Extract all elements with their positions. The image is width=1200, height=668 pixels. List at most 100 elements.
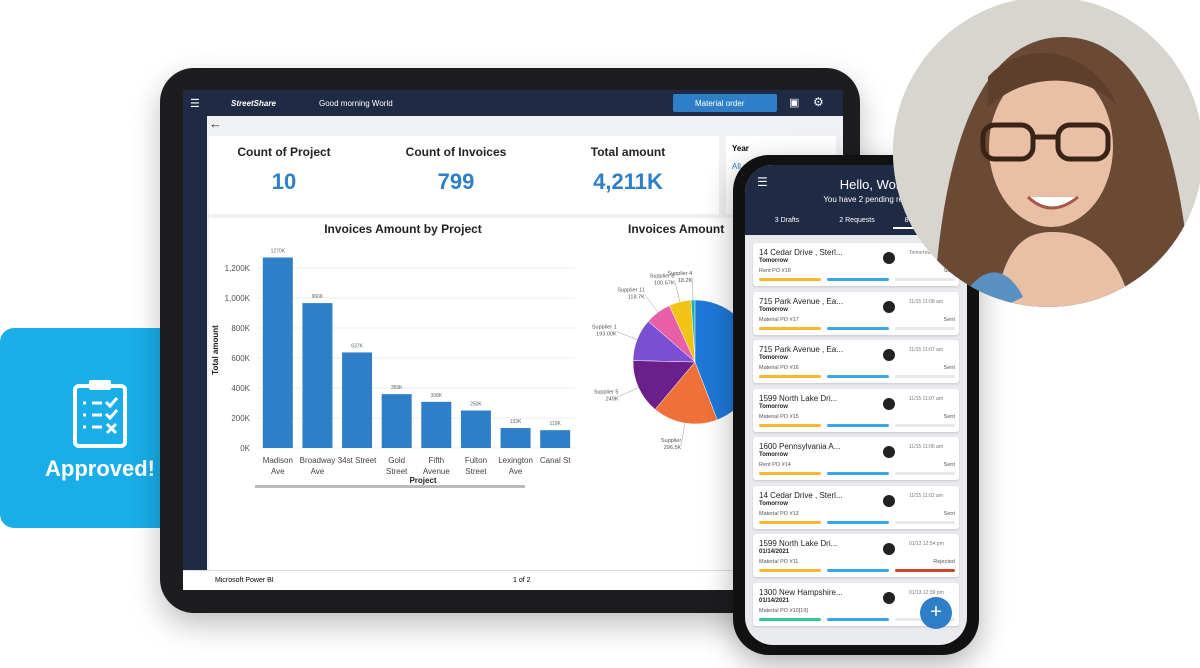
order-date: Tomorrow bbox=[759, 258, 788, 264]
order-card[interactable]: 715 Park Avenue , Ea... Tomorrow Material … bbox=[753, 291, 959, 335]
progress-bar bbox=[895, 278, 955, 281]
progress-bar bbox=[895, 375, 955, 378]
kpi-value: 799 bbox=[437, 169, 475, 194]
progress-bar bbox=[895, 326, 955, 330]
footer-app: Microsoft Power BI bbox=[215, 577, 274, 584]
badge-text: Approved! bbox=[45, 456, 155, 481]
order-address: 1599 North Lake Dri... bbox=[759, 393, 838, 403]
order-card[interactable]: 14 Cedar Drive , Sterl... Tomorrow Rent PO… bbox=[753, 243, 959, 286]
chat-icon bbox=[883, 543, 895, 555]
progress-bar bbox=[827, 472, 889, 475]
order-date: Tomorrow bbox=[759, 452, 788, 458]
order-po: Material PO #17 bbox=[759, 316, 799, 323]
tab[interactable]: 2 Requests bbox=[839, 217, 875, 224]
portrait bbox=[893, 0, 1200, 307]
progress-bar bbox=[827, 326, 889, 330]
chat-icon bbox=[883, 252, 895, 264]
brand: StreetShare bbox=[231, 99, 276, 108]
x-tick-label: Fifth Avenue bbox=[422, 456, 450, 476]
chat-icon bbox=[883, 494, 895, 507]
x-tick-label: Gold Street bbox=[386, 456, 408, 476]
order-status: Sent bbox=[943, 462, 955, 468]
order-address: 1600 Pennsylvania A... bbox=[759, 442, 841, 451]
progress-bar bbox=[827, 617, 889, 621]
kpi-card: Count of Invoices 799 bbox=[386, 145, 526, 195]
order-address: 715 Park Avenue , Ea... bbox=[759, 345, 843, 354]
person-photo bbox=[893, 0, 1200, 307]
pager[interactable]: 1 of 2 bbox=[513, 577, 531, 584]
x-tick-label: Canal St bbox=[539, 456, 571, 465]
order-time: 11/15 11:02 am bbox=[909, 492, 944, 499]
order-time: Tomorrow bbox=[909, 250, 931, 256]
tab[interactable]: 3 Drafts bbox=[774, 217, 800, 224]
order-address: 715 Park Avenue , Ea... bbox=[759, 296, 843, 306]
add-button[interactable]: + bbox=[920, 597, 952, 629]
order-address: 1599 North Lake Dri... bbox=[759, 539, 838, 548]
settings-icon[interactable]: ⚙ bbox=[813, 95, 824, 109]
side-nav bbox=[183, 116, 207, 590]
order-address: 14 Cedar Drive , Sterl... bbox=[759, 490, 843, 500]
chat-icon bbox=[883, 446, 895, 458]
progress-bar bbox=[759, 569, 821, 572]
order-address: 14 Cedar Drive , Sterl... bbox=[759, 248, 843, 257]
chat-icon bbox=[883, 591, 895, 604]
order-po: Material PO #16 bbox=[759, 365, 799, 371]
back-arrow[interactable]: ← bbox=[209, 116, 222, 131]
order-date: 01/14/2021 bbox=[759, 597, 790, 604]
order-card[interactable]: 715 Park Avenue , Ea... Tomorrow Material … bbox=[753, 340, 959, 383]
chat-icon bbox=[883, 300, 895, 313]
kpi-value: 10 bbox=[271, 169, 297, 194]
x-tick-label: Fulton Street bbox=[464, 456, 488, 476]
order-card[interactable]: 14 Cedar Drive , Sterl... Tomorrow Materia… bbox=[753, 485, 959, 529]
order-date: Tomorrow bbox=[759, 403, 788, 410]
order-po: Rent PO #18 bbox=[759, 268, 791, 274]
kpi-card: Count of Project 10 bbox=[214, 145, 354, 195]
order-date: Tomorrow bbox=[759, 500, 788, 507]
order-status: Sent bbox=[943, 510, 955, 517]
order-date: Tomorrow bbox=[759, 306, 788, 313]
order-po: Material PO #11 bbox=[759, 559, 799, 565]
org-icon[interactable]: ▣ bbox=[789, 97, 800, 109]
order-po: Rent PO #14 bbox=[759, 462, 791, 468]
order-card[interactable]: 1600 Pennsylvania A... Tomorrow Rent PO #1… bbox=[753, 437, 959, 480]
progress-bar bbox=[759, 423, 821, 427]
filter-label: Year bbox=[732, 144, 749, 153]
material-order-button[interactable]: Material order bbox=[673, 94, 777, 112]
order-status: Sent bbox=[943, 365, 955, 371]
kpi-label: Count of Project bbox=[237, 145, 331, 159]
kpi-label: Total amount bbox=[590, 145, 666, 159]
order-status: Rejected bbox=[933, 559, 955, 565]
order-card[interactable]: 1599 North Lake Dri... 01/14/2021 Material… bbox=[753, 534, 959, 577]
progress-bar bbox=[759, 520, 821, 524]
progress-bar bbox=[895, 520, 955, 524]
order-date: 01/14/2021 bbox=[759, 549, 790, 555]
x-tick-label: Broadway Ave bbox=[299, 456, 336, 476]
x-tick-label: Madison Ave bbox=[262, 456, 293, 476]
progress-bar bbox=[759, 472, 821, 475]
order-status: Sent bbox=[943, 413, 955, 420]
progress-bar bbox=[827, 423, 889, 427]
phone-subtitle: You have 2 pending requests bbox=[823, 195, 927, 204]
menu-icon[interactable]: ☰ bbox=[190, 98, 200, 110]
filter-value: All bbox=[732, 162, 741, 171]
menu-icon[interactable]: ☰ bbox=[757, 175, 768, 189]
chat-icon bbox=[883, 349, 895, 361]
progress-bar bbox=[759, 326, 821, 330]
progress-bar bbox=[759, 375, 821, 378]
button-label: Material order bbox=[695, 99, 745, 108]
top-bar: ☰ StreetShare Good morning World Materia… bbox=[183, 90, 843, 116]
progress-bar bbox=[759, 278, 821, 281]
clipboard-icon bbox=[73, 380, 127, 448]
order-card[interactable]: 1599 North Lake Dri... Tomorrow Material P… bbox=[753, 388, 959, 432]
order-time: 01/13 12:39 pm bbox=[909, 589, 944, 596]
footer: Microsoft Power BI 1 of 2 bbox=[183, 570, 843, 590]
progress-bar bbox=[895, 423, 955, 427]
progress-bar bbox=[827, 375, 889, 378]
progress-bar bbox=[827, 569, 889, 572]
order-po: Material PO #10[19] bbox=[759, 607, 808, 614]
progress-bar bbox=[759, 617, 821, 621]
order-time: 11/15 11:06 am bbox=[909, 444, 944, 450]
x-tick-label: Lexington Ave bbox=[498, 456, 533, 476]
order-time: 01/13 12:54 pm bbox=[909, 541, 944, 547]
kpi-panel bbox=[209, 136, 719, 214]
